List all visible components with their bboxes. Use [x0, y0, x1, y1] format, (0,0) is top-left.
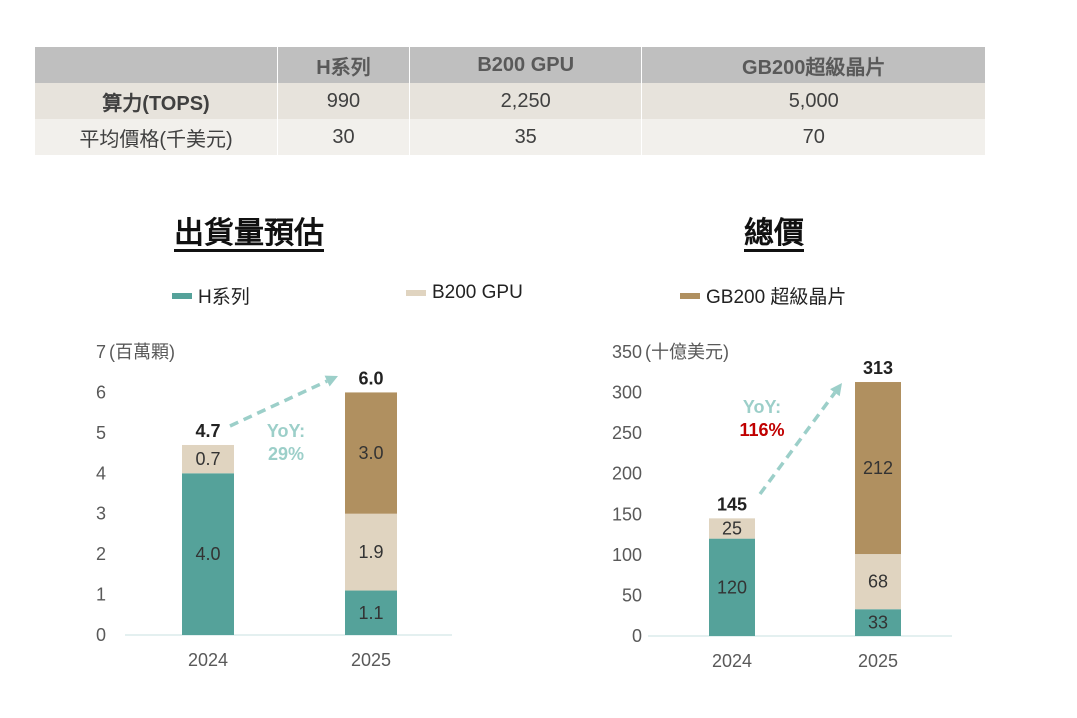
bar-segment — [709, 538, 755, 636]
total-value-chart: 0 50 100 150 200 250 300 350 (十億美元) 120 25 145 2024 3… — [612, 342, 952, 671]
yoy-label: YoY: — [743, 397, 781, 417]
bar-data-label: 25 — [722, 518, 742, 538]
y-tick-label: 350 — [612, 342, 642, 362]
x-tick-label: 2024 — [188, 650, 228, 670]
table-cell: 990 — [277, 83, 410, 119]
bar-total-label: 4.7 — [195, 421, 220, 441]
bar-total-label: 6.0 — [358, 368, 383, 388]
legend-label: GB200 超級晶片 — [706, 287, 847, 308]
bar-segment — [182, 444, 234, 474]
table-row: 算力(TOPS) 990 2,250 5,000 — [35, 83, 986, 119]
bar-segment — [345, 392, 397, 514]
y-axis-unit-label: (十億美元) — [645, 342, 729, 362]
bar-data-label: 68 — [868, 572, 888, 592]
bar-total-label: 145 — [717, 494, 747, 514]
bar-segment — [182, 473, 234, 635]
table-row: 平均價格(千美元) 30 35 70 — [35, 119, 986, 155]
bar-total-label: 313 — [863, 358, 893, 378]
table-header-cell — [35, 47, 278, 83]
yoy-arrow-line — [758, 391, 837, 496]
bar-segment — [345, 513, 397, 591]
legend-swatch — [680, 292, 700, 299]
bar-data-label: 120 — [717, 577, 747, 597]
yoy-label: YoY: — [267, 421, 305, 441]
bar-data-label: 1.1 — [358, 603, 383, 623]
y-tick-label: 200 — [612, 464, 642, 484]
legend-label: B200 GPU — [432, 282, 523, 303]
table-header-row: H系列 B200 GPU GB200超級晶片 — [35, 47, 986, 83]
table-header-cell: B200 GPU — [409, 47, 643, 83]
bar-segment — [855, 609, 901, 636]
y-tick-label: 5 — [96, 423, 106, 443]
y-tick-label: 0 — [96, 625, 106, 645]
legend-label: H系列 — [198, 287, 250, 308]
yoy-arrow-head — [324, 375, 338, 387]
table-cell: 2,250 — [409, 83, 643, 119]
yoy-arrow-head — [830, 383, 842, 397]
x-tick-label: 2025 — [351, 650, 391, 670]
bar-segment — [345, 590, 397, 635]
y-tick-label: 1 — [96, 585, 106, 605]
table-cell: 70 — [641, 119, 986, 155]
table-header-cell: H系列 — [277, 47, 410, 83]
y-tick-label: 150 — [612, 504, 642, 524]
x-tick-label: 2024 — [712, 651, 752, 671]
y-tick-label: 6 — [96, 382, 106, 402]
row-label: 平均價格(千美元) — [35, 119, 278, 155]
legend-item-gb200: GB200 超級晶片 — [680, 282, 846, 309]
y-tick-label: 300 — [612, 383, 642, 403]
y-axis-unit-label: (百萬顆) — [109, 342, 175, 362]
yoy-arrow-line — [229, 379, 328, 428]
bar-data-label: 1.9 — [358, 542, 383, 562]
table-header-cell: GB200超級晶片 — [641, 47, 986, 83]
y-tick-label: 2 — [96, 544, 106, 564]
bar-data-label: 3.0 — [358, 443, 383, 463]
legend-swatch — [172, 292, 192, 299]
y-tick-label: 50 — [622, 585, 642, 605]
y-tick-label: 0 — [632, 626, 642, 646]
bar-segment — [855, 554, 901, 610]
table-cell: 5,000 — [641, 83, 986, 119]
y-tick-label: 100 — [612, 545, 642, 565]
spec-table: H系列 B200 GPU GB200超級晶片 算力(TOPS) 990 2,25… — [35, 47, 986, 155]
y-tick-label: 4 — [96, 463, 106, 483]
chart-title-total-value: 總價 — [744, 217, 804, 250]
x-tick-label: 2025 — [858, 651, 898, 671]
y-tick-label: 7 — [96, 342, 106, 362]
shipments-chart: 0 1 2 3 4 5 6 7 (百萬顆) 4.0 0.7 4.7 2024 1.1 1.9 3.0 6.0 20… — [96, 342, 452, 670]
legend-item-h-series: H系列 — [172, 282, 250, 309]
bar-data-label: 33 — [868, 613, 888, 633]
yoy-value: 29% — [268, 444, 304, 464]
table-cell: 30 — [277, 119, 410, 155]
y-tick-label: 250 — [612, 423, 642, 443]
legend-swatch — [406, 290, 426, 296]
bar-segment — [855, 382, 901, 555]
yoy-value: 116% — [739, 420, 784, 440]
bar-data-label: 0.7 — [195, 449, 220, 469]
row-label: 算力(TOPS) — [35, 83, 278, 119]
bar-data-label: 4.0 — [195, 544, 220, 564]
chart-title-shipments: 出貨量預估 — [174, 217, 324, 250]
legend-item-b200: B200 GPU — [406, 282, 523, 304]
y-tick-label: 3 — [96, 504, 106, 524]
bar-data-label: 212 — [863, 458, 893, 478]
table-cell: 35 — [409, 119, 643, 155]
bar-segment — [709, 518, 755, 539]
